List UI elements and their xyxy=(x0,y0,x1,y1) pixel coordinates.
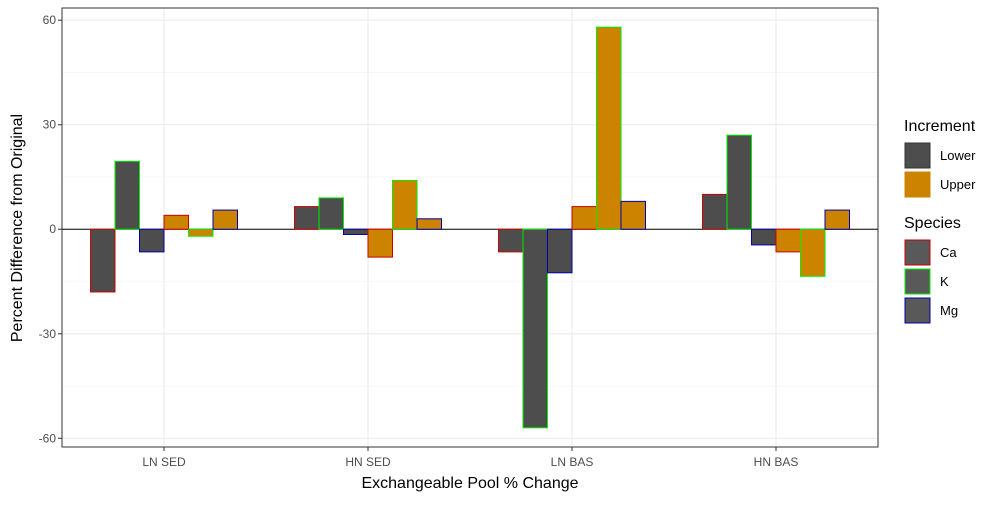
x-tick-label: HN BAS xyxy=(754,455,799,469)
bar-ln-sed-mg-upper xyxy=(212,209,238,230)
bar-ln-sed-ca-upper xyxy=(163,214,189,230)
bar-hn-bas-k-upper xyxy=(800,228,826,277)
x-axis-ticks: LN SED HN SED LN BAS HN BAS xyxy=(142,447,798,469)
legend-label-lower: Lower xyxy=(940,148,976,163)
legend-key-k xyxy=(904,268,931,295)
bar-hn-sed-mg-upper xyxy=(416,218,442,230)
bar-ln-bas-mg-upper xyxy=(620,200,646,230)
y-tick-label: 30 xyxy=(43,118,57,132)
x-tick-label: HN SED xyxy=(345,455,391,469)
bar-hn-bas-mg-upper xyxy=(824,209,850,230)
bar-hn-sed-k-lower xyxy=(318,197,344,230)
legend-key-mg xyxy=(904,297,931,324)
legend-label-k: K xyxy=(940,274,949,289)
legend-key-ca xyxy=(904,239,931,266)
bar-ln-bas-mg-lower xyxy=(547,228,573,274)
x-tick-label: LN SED xyxy=(142,455,186,469)
bar-hn-sed-mg-lower xyxy=(343,228,369,235)
bar-hn-bas-k-lower xyxy=(726,134,752,230)
bar-ln-bas-k-upper xyxy=(596,26,622,230)
plot-panel-border xyxy=(61,7,879,448)
bar-ln-bas-k-lower xyxy=(522,228,548,429)
y-tick-label: 0 xyxy=(49,222,56,236)
bar-ln-sed-k-lower xyxy=(114,160,140,230)
bar-ln-sed-k-upper xyxy=(188,228,214,237)
legend-key-upper xyxy=(904,171,931,198)
legend-label-upper: Upper xyxy=(940,177,976,192)
bar-hn-sed-ca-upper xyxy=(367,228,393,258)
x-axis-title: Exchangeable Pool % Change xyxy=(361,475,578,492)
bar-ln-bas-ca-upper xyxy=(571,206,597,230)
bar-hn-bas-mg-lower xyxy=(751,228,777,246)
legend-title-species: Species xyxy=(904,215,961,232)
bar-hn-sed-k-upper xyxy=(392,179,418,230)
x-tick-label: LN BAS xyxy=(551,455,594,469)
y-tick-label: -30 xyxy=(39,327,57,341)
y-tick-label: 60 xyxy=(43,13,57,27)
bar-ln-bas-ca-lower xyxy=(498,228,524,253)
legend-title-increment: Increment xyxy=(904,118,976,135)
y-axis-ticks: -60 -30 0 30 60 xyxy=(39,13,62,445)
y-tick-label: -60 xyxy=(39,431,57,445)
bar-hn-bas-ca-upper xyxy=(775,228,801,253)
bars xyxy=(90,26,850,429)
legend-key-lower xyxy=(904,142,931,169)
y-axis-title: Percent Difference from Original xyxy=(9,114,26,342)
bar-ln-sed-mg-lower xyxy=(139,228,165,253)
legend-label-ca: Ca xyxy=(940,245,957,260)
bar-hn-bas-ca-lower xyxy=(702,193,728,230)
bar-ln-sed-ca-lower xyxy=(90,228,116,293)
bar-hn-sed-ca-lower xyxy=(294,206,320,230)
legend-label-mg: Mg xyxy=(940,303,958,318)
legends: Increment Lower Upper Species Ca K Mg xyxy=(904,118,976,324)
